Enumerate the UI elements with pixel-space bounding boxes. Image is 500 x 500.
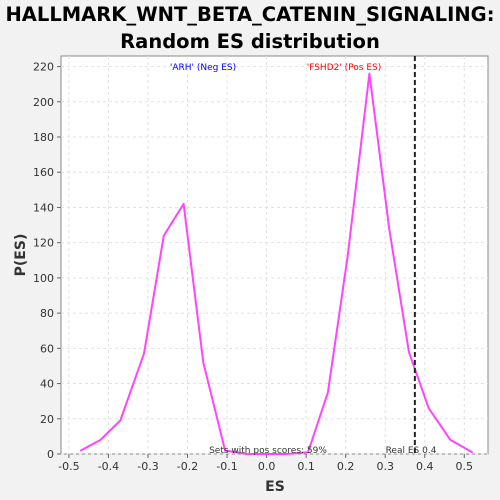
data-point-3 xyxy=(143,352,145,355)
chart-title-line-1: HALLMARK_WNT_BETA_CATENIN_SIGNALING: xyxy=(5,3,495,26)
data-point-16 xyxy=(408,351,410,353)
data-point-1 xyxy=(99,439,102,441)
x-tick-label-0: -0.5 xyxy=(58,460,79,473)
x-tick-label-3: -0.2 xyxy=(177,460,198,473)
chart-title: HALLMARK_WNT_BETA_CATENIN_SIGNALING: Ran… xyxy=(0,0,500,55)
x-tick-label-4: -0.1 xyxy=(216,460,237,473)
y-tick-label-9: 180 xyxy=(33,131,54,144)
x-tick-label-6: 0.1 xyxy=(297,460,315,473)
axis-ticks: -0.5 -0.4 -0.3 -0.2 -0.1 0.0 0.1 0.2 0.3 0.4 0.5 0 2… xyxy=(33,61,473,473)
chart-title-line-2: Random ES distribution xyxy=(120,30,380,53)
x-tick-label-8: 0.3 xyxy=(376,460,394,473)
data-point-17 xyxy=(427,407,430,410)
data-point-14 xyxy=(368,72,371,75)
x-tick-label-1: -0.4 xyxy=(98,460,119,473)
real-es-label: Real ES 0.4 xyxy=(386,446,437,456)
pos-scores-label: Sets with pos scores: 59% xyxy=(209,446,327,456)
y-tick-label-6: 120 xyxy=(33,237,54,250)
x-tick-label-5: 0.0 xyxy=(258,460,276,473)
data-point-13 xyxy=(346,255,349,258)
data-point-7 xyxy=(224,449,226,452)
data-point-9 xyxy=(265,453,268,455)
y-axis-title: P(ES) xyxy=(13,234,29,277)
y-tick-label-8: 160 xyxy=(33,166,54,179)
y-tick-label-2: 40 xyxy=(40,378,54,391)
annotations: 'ARH' (Neg ES) 'FSHD2' (Pos ES) Sets with … xyxy=(170,56,437,456)
y-tick-label-11: 220 xyxy=(33,61,54,74)
neg-es-label: 'ARH' (Neg ES) xyxy=(170,63,236,73)
x-tick-label-9: 0.4 xyxy=(416,460,434,473)
data-point-15 xyxy=(388,227,390,230)
data-point-2 xyxy=(119,419,122,422)
grid-lines xyxy=(61,56,488,455)
y-tick-label-1: 20 xyxy=(40,413,54,426)
y-tick-label-7: 140 xyxy=(33,201,54,214)
y-tick-label-0: 0 xyxy=(47,448,54,461)
x-tick-label-10: 0.5 xyxy=(456,460,474,473)
x-axis-title: ES xyxy=(265,479,285,495)
data-point-0 xyxy=(79,449,82,452)
distribution-line-0 xyxy=(80,72,473,455)
x-tick-label-2: -0.3 xyxy=(137,460,158,473)
x-tick-label-7: 0.2 xyxy=(337,460,355,473)
data-point-10 xyxy=(285,453,288,455)
data-point-18 xyxy=(449,439,452,441)
data-point-11 xyxy=(307,451,309,454)
series-layer xyxy=(79,72,473,455)
y-tick-label-3: 60 xyxy=(40,342,54,355)
y-tick-label-4: 80 xyxy=(40,307,54,320)
data-point-5 xyxy=(182,203,185,205)
pos-es-label: 'FSHD2' (Pos ES) xyxy=(307,63,382,73)
y-tick-label-10: 200 xyxy=(33,96,54,109)
y-tick-label-5: 100 xyxy=(33,272,54,285)
data-point-6 xyxy=(202,361,205,364)
data-point-19 xyxy=(471,451,473,454)
data-point-4 xyxy=(162,234,165,237)
data-point-12 xyxy=(327,391,329,394)
data-point-8 xyxy=(246,453,248,455)
